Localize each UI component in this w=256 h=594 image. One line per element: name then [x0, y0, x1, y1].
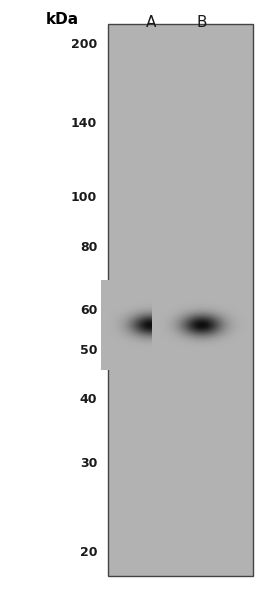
Text: kDa: kDa: [46, 12, 79, 27]
Text: B: B: [197, 15, 208, 30]
Text: A: A: [146, 15, 156, 30]
Text: 30: 30: [80, 457, 97, 470]
Text: 140: 140: [71, 117, 97, 130]
Text: 200: 200: [71, 38, 97, 51]
Text: 20: 20: [80, 546, 97, 560]
Text: 50: 50: [80, 344, 97, 357]
Text: 40: 40: [80, 393, 97, 406]
Text: 100: 100: [71, 191, 97, 204]
Text: 80: 80: [80, 241, 97, 254]
Text: 60: 60: [80, 304, 97, 317]
Bar: [108, 24, 253, 576]
